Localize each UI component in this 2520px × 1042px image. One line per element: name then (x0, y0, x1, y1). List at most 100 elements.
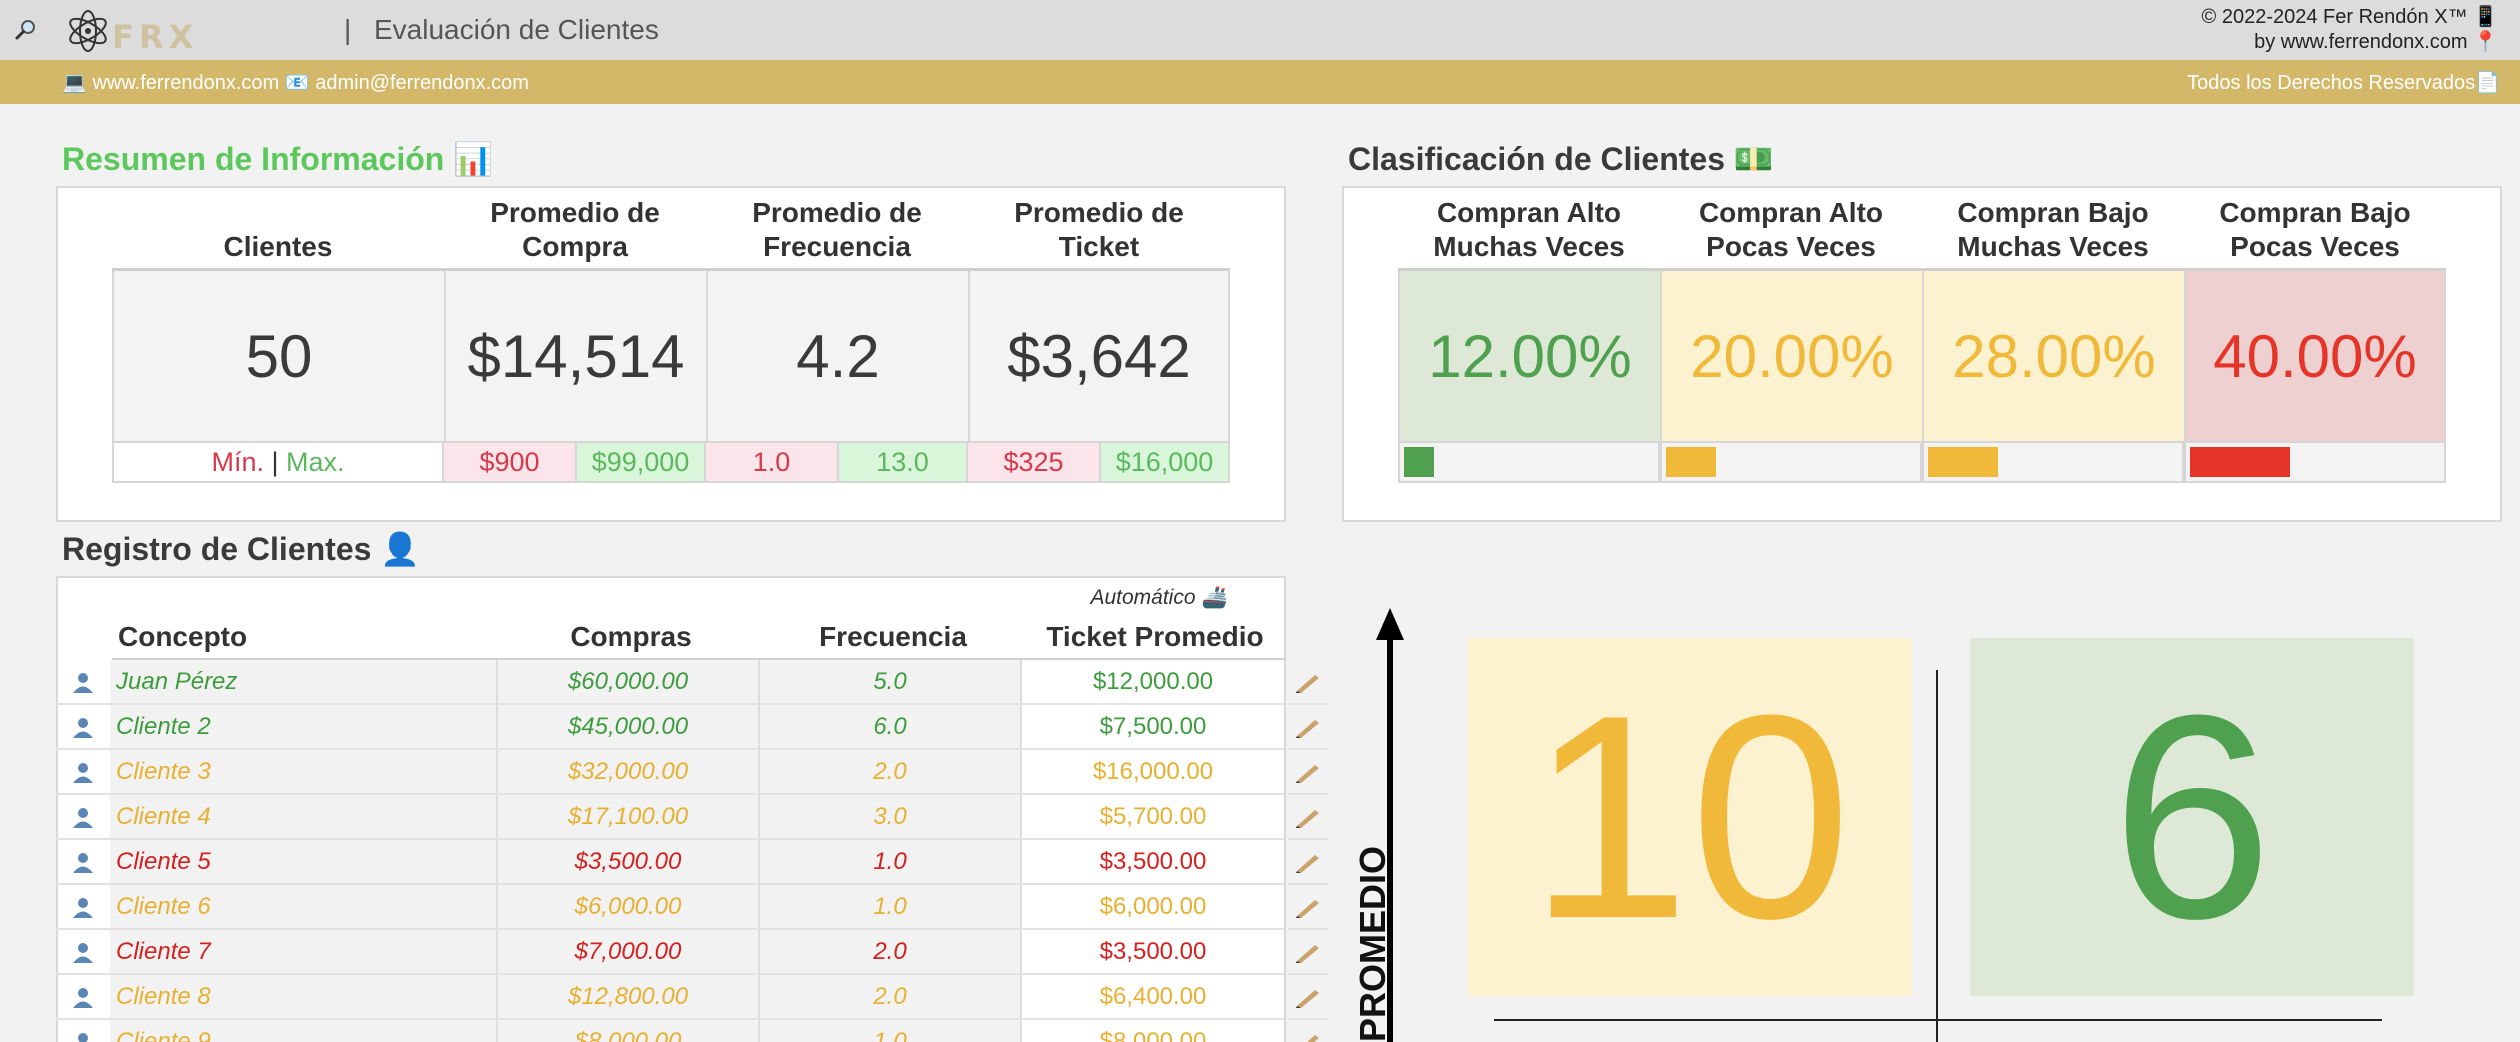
cliente-compras[interactable]: $60,000.00 (498, 660, 760, 705)
clas-header-4: Compran Bajo Pocas Veces (2219, 197, 2411, 262)
minmax-legend: Mín. | Max. (112, 441, 444, 483)
table-row[interactable]: Cliente 2 $45,000.00 6.0 $7,500.00 (56, 705, 1328, 750)
cliente-frecuencia[interactable]: 2.0 (760, 750, 1022, 795)
cliente-name[interactable]: Cliente 5 (110, 840, 498, 885)
cliente-frecuencia[interactable]: 2.0 (760, 930, 1022, 975)
cliente-name[interactable]: Cliente 3 (110, 750, 498, 795)
cliente-name[interactable]: Cliente 6 (110, 885, 498, 930)
edit-icon[interactable] (1288, 1020, 1328, 1042)
cliente-name[interactable]: Cliente 9 (110, 1020, 498, 1042)
contact-links[interactable]: 💻 www.ferrendonx.com 📧 admin@ferrendonx.… (62, 72, 529, 94)
resumen-title: Resumen de Información 📊 (62, 141, 494, 177)
user-icon (56, 975, 110, 1020)
cliente-frecuencia[interactable]: 6.0 (760, 705, 1022, 750)
cliente-frecuencia[interactable]: 1.0 (760, 1020, 1022, 1042)
cliente-frecuencia[interactable]: 3.0 (760, 795, 1022, 840)
contact-bar: 💻 www.ferrendonx.com 📧 admin@ferrendonx.… (0, 60, 2520, 104)
clas-value-3: 28.00% (1922, 271, 2184, 441)
edit-icon[interactable] (1288, 705, 1328, 750)
col-frecuencia: Frecuencia (819, 621, 967, 652)
table-row[interactable]: Cliente 8 $12,800.00 2.0 $6,400.00 (56, 975, 1328, 1020)
atom-icon (69, 10, 107, 52)
header-promedio-ticket: Promedio de Ticket (1014, 197, 1184, 262)
table-row[interactable]: Juan Pérez $60,000.00 5.0 $12,000.00 (56, 660, 1328, 705)
edit-icon[interactable] (1288, 660, 1328, 705)
cliente-compras[interactable]: $12,800.00 (498, 975, 760, 1020)
max-ticket: $16,000 (1099, 441, 1230, 483)
cliente-ticket: $7,500.00 (1022, 705, 1284, 750)
table-row[interactable]: Cliente 7 $7,000.00 2.0 $3,500.00 (56, 930, 1328, 975)
quadrant-alto-pocas: 10 (1468, 638, 1912, 996)
value-promedio-frecuencia: 4.2 (706, 271, 968, 441)
min-compra: $900 (444, 441, 575, 483)
col-concepto: Concepto (118, 621, 248, 652)
cliente-frecuencia[interactable]: 1.0 (760, 840, 1022, 885)
edit-icon[interactable] (1288, 795, 1328, 840)
cliente-compras[interactable]: $45,000.00 (498, 705, 760, 750)
page-title: Evaluación de Clientes (374, 14, 659, 45)
cliente-frecuencia[interactable]: 5.0 (760, 660, 1022, 705)
col-ticket: Ticket Promedio (1046, 621, 1264, 652)
cliente-name[interactable]: Cliente 8 (110, 975, 498, 1020)
table-row[interactable]: Cliente 9 $8,000.00 1.0 $8,000.00 (56, 1020, 1319, 1042)
edit-icon[interactable] (1288, 975, 1328, 1020)
user-icon (56, 885, 110, 930)
min-frecuencia: 1.0 (706, 441, 837, 483)
cliente-frecuencia[interactable]: 2.0 (760, 975, 1022, 1020)
clas-bar-track-1 (1398, 441, 1660, 483)
max-frecuencia: 13.0 (837, 441, 968, 483)
frx-logo: FRX (66, 6, 196, 56)
matrix-horizontal-divider (1494, 1019, 2382, 1021)
copyright-text: © 2022-2024 Fer Rendón X™ 📱 (2201, 6, 2498, 28)
user-icon (56, 1020, 110, 1042)
cliente-compras[interactable]: $6,000.00 (498, 885, 760, 930)
cliente-compras[interactable]: $8,000.00 (498, 1020, 760, 1042)
user-icon (56, 750, 110, 795)
search-icon[interactable] (14, 18, 38, 42)
user-icon (56, 840, 110, 885)
edit-icon[interactable] (1288, 930, 1328, 975)
cliente-name[interactable]: Juan Pérez (110, 660, 498, 705)
cliente-compras[interactable]: $3,500.00 (498, 840, 760, 885)
matrix-vertical-divider (1936, 670, 1938, 1042)
cliente-ticket: $8,000.00 (1022, 1020, 1284, 1042)
title-separator: | (344, 14, 352, 45)
top-bar: FRX | Evaluación de Clientes © 2022-2024… (0, 0, 2520, 60)
clas-header-1: Compran Alto Muchas Veces (1433, 197, 1625, 262)
value-promedio-ticket: $3,642 (968, 271, 1230, 441)
clas-bar-4 (2190, 447, 2290, 477)
cliente-frecuencia[interactable]: 1.0 (760, 885, 1022, 930)
byline-link[interactable]: by www.ferrendonx.com 📍 (2254, 31, 2498, 53)
cliente-compras[interactable]: $32,000.00 (498, 750, 760, 795)
cliente-name[interactable]: Cliente 4 (110, 795, 498, 840)
resumen-panel: Clientes Promedio de Compra Promedio de Fr… (56, 186, 1286, 522)
cliente-compras[interactable]: $7,000.00 (498, 930, 760, 975)
edit-icon[interactable] (1288, 840, 1328, 885)
cliente-name[interactable]: Cliente 7 (110, 930, 498, 975)
clas-bar-1 (1404, 447, 1434, 477)
value-clientes: 50 (112, 271, 444, 441)
table-row[interactable]: Cliente 4 $17,100.00 3.0 $5,700.00 (56, 795, 1328, 840)
edit-icon[interactable] (1288, 885, 1328, 930)
table-row[interactable]: Cliente 3 $32,000.00 2.0 $16,000.00 (56, 750, 1328, 795)
y-axis-label: PROMEDIO (1352, 845, 1393, 1042)
cliente-compras[interactable]: $17,100.00 (498, 795, 760, 840)
clas-value-1: 12.00% (1398, 271, 1660, 441)
table-row[interactable]: Cliente 5 $3,500.00 1.0 $3,500.00 (56, 840, 1328, 885)
clas-header-divider (1398, 268, 2446, 271)
clasificacion-title: Clasificación de Clientes 💵 (1348, 141, 1774, 177)
edit-icon[interactable] (1288, 750, 1328, 795)
header-clientes: Clientes (223, 231, 333, 262)
clasificacion-panel: Compran Alto Muchas Veces 12.00% Compran Al… (1342, 186, 2502, 522)
clas-bar-2 (1666, 447, 1716, 477)
user-icon (56, 930, 110, 975)
table-row[interactable]: Cliente 6 $6,000.00 1.0 $6,000.00 (56, 885, 1328, 930)
registro-header-divider (112, 658, 1286, 661)
header-promedio-compra: Promedio de Compra (490, 197, 660, 262)
clas-header-3: Compran Bajo Muchas Veces (1957, 197, 2149, 262)
clas-value-2: 20.00% (1660, 271, 1922, 441)
rights-text: Todos los Derechos Reservados📄 (2187, 72, 2500, 94)
cliente-ticket: $6,400.00 (1022, 975, 1284, 1020)
user-icon (56, 660, 110, 705)
cliente-name[interactable]: Cliente 2 (110, 705, 498, 750)
